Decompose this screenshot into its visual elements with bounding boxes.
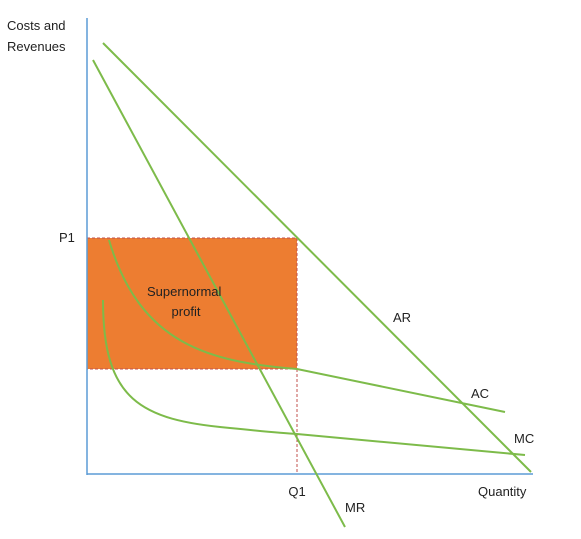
y-axis-label-line-1: Costs and (7, 18, 66, 33)
ac-label: AC (471, 386, 489, 401)
supernormal-profit-line-1: Supernormal (147, 284, 222, 299)
y-axis-label: Costs and Revenues (7, 18, 69, 54)
x-axis-label: Quantity (478, 484, 527, 499)
mc-label: MC (514, 431, 534, 446)
p1-label: P1 (59, 230, 75, 245)
mc-curve (102, 299, 526, 456)
y-axis-label-line-2: Revenues (7, 39, 66, 54)
mr-label: MR (345, 500, 365, 515)
mr-curve (92, 59, 346, 528)
supernormal-profit-label: Supernormal profit (147, 284, 225, 319)
q1-label: Q1 (288, 484, 305, 499)
ar-curve (102, 42, 532, 473)
ar-label: AR (393, 310, 411, 325)
supernormal-profit-line-2: profit (172, 304, 201, 319)
ac-curve (108, 239, 506, 413)
